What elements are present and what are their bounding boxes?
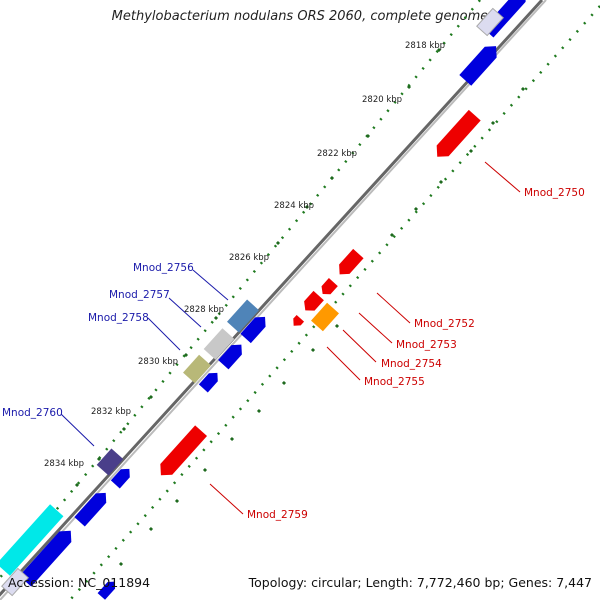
tick-label: 2822 kbp bbox=[317, 149, 357, 159]
label-leaders bbox=[60, 161, 521, 515]
tick-label: 2834 kbp bbox=[44, 459, 84, 469]
tick-label: 2818 kbp bbox=[405, 41, 445, 51]
outer-tick-marks bbox=[118, 86, 526, 567]
gene-mnod-2752[interactable] bbox=[334, 248, 364, 279]
inner-tick-marks bbox=[38, 47, 442, 530]
gene-mnod-2753b[interactable] bbox=[300, 290, 324, 315]
gene-label-mnod-2757: Mnod_2757 bbox=[109, 289, 170, 301]
gene-mnod-2755[interactable] bbox=[290, 314, 305, 329]
gene-lavender-bottom[interactable] bbox=[1, 567, 29, 597]
gene-khaki[interactable] bbox=[183, 354, 211, 384]
gene-forward[interactable] bbox=[97, 578, 119, 600]
gene-forward[interactable] bbox=[240, 312, 270, 344]
gene-label-mnod-2755: Mnod_2755 bbox=[364, 376, 425, 388]
gene-steelblue[interactable] bbox=[227, 299, 259, 333]
gene-label-mnod-2756: Mnod_2756 bbox=[133, 262, 194, 274]
gene-mnod-2753[interactable] bbox=[318, 278, 338, 298]
tick-label: 2830 kbp bbox=[138, 357, 178, 367]
gene-mnod-2754[interactable] bbox=[311, 302, 339, 332]
gene-cyan[interactable] bbox=[0, 504, 64, 576]
genome-summary: Topology: circular; Length: 7,772,460 bp… bbox=[248, 575, 592, 590]
gene-forward[interactable] bbox=[218, 340, 246, 370]
gene-darkslate[interactable] bbox=[96, 448, 124, 476]
gene-forward[interactable] bbox=[110, 465, 134, 489]
gene-forward[interactable] bbox=[19, 525, 76, 587]
scale-track-outer bbox=[69, 5, 600, 600]
gene-forward[interactable] bbox=[459, 41, 502, 86]
gene-lightgray[interactable] bbox=[203, 328, 235, 360]
gene-forward[interactable] bbox=[74, 488, 111, 527]
tick-label: 2832 kbp bbox=[91, 407, 131, 417]
page-title: Methylobacterium nodulans ORS 2060, comp… bbox=[111, 9, 489, 24]
tick-label: 2826 kbp bbox=[229, 253, 269, 263]
reverse-genes bbox=[155, 109, 481, 480]
gene-mnod-2759[interactable] bbox=[155, 425, 208, 480]
accession-label: Accession: NC_011894 bbox=[8, 575, 151, 590]
tick-label: 2820 kbp bbox=[362, 95, 402, 105]
forward-genes bbox=[19, 0, 526, 600]
gene-label-mnod-2750: Mnod_2750 bbox=[524, 187, 585, 199]
gene-label-mnod-2753: Mnod_2753 bbox=[396, 339, 457, 351]
tick-label: 2824 kbp bbox=[274, 201, 314, 211]
gene-forward[interactable] bbox=[198, 369, 222, 393]
gene-lavender[interactable] bbox=[476, 7, 504, 37]
tick-labels: 2818 kbp 2820 kbp 2822 kbp 2824 kbp 2826… bbox=[44, 41, 445, 469]
gene-label-mnod-2759: Mnod_2759 bbox=[247, 509, 308, 521]
gene-label-mnod-2752: Mnod_2752 bbox=[414, 318, 475, 330]
gene-label-mnod-2760: Mnod_2760 bbox=[2, 407, 63, 419]
gene-label-mnod-2754: Mnod_2754 bbox=[381, 358, 442, 370]
gene-mnod-2750[interactable] bbox=[431, 109, 481, 162]
tick-label: 2828 kbp bbox=[184, 305, 224, 315]
genome-backbone bbox=[0, 0, 544, 597]
light-genes bbox=[0, 7, 504, 597]
scale-track-inner bbox=[0, 0, 481, 580]
gene-label-mnod-2758: Mnod_2758 bbox=[88, 312, 149, 324]
